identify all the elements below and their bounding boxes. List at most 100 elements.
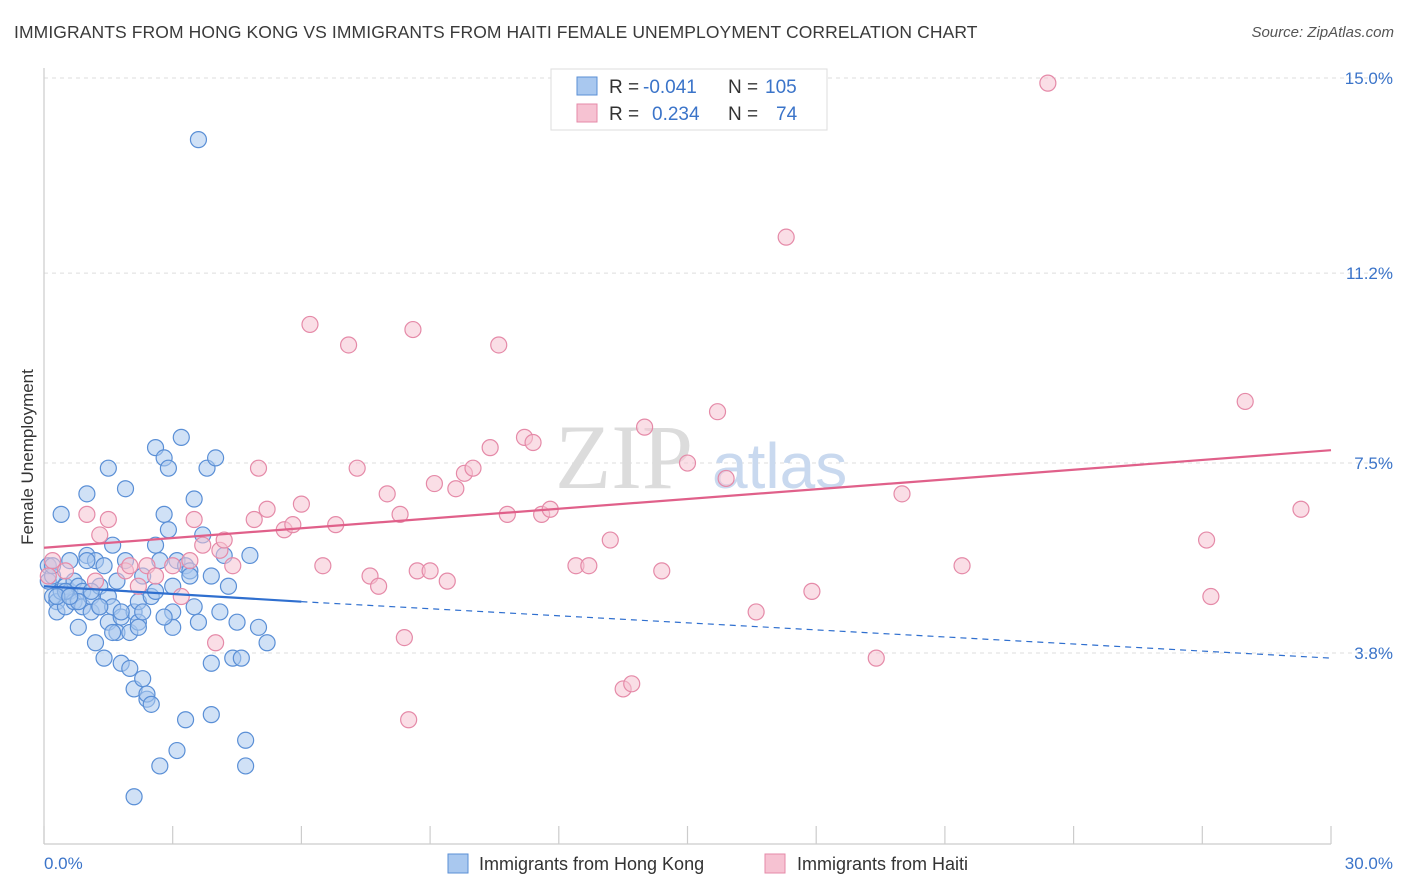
data-point-hong-kong (129, 618, 147, 636)
legend-n-label-2: N = (728, 104, 758, 125)
data-point-hong-kong (159, 521, 178, 539)
data-point-haiti (164, 557, 182, 575)
x-axis-ticks (43, 826, 1332, 844)
data-point-haiti (635, 418, 654, 436)
watermark: ZIP atlas (555, 406, 847, 508)
data-point-haiti (490, 336, 508, 354)
data-point-haiti (185, 510, 203, 529)
legend-n-value-2: 74 (776, 104, 798, 125)
bottom-legend-swatch-hong-kong (447, 853, 469, 874)
data-point-hong-kong (237, 757, 255, 775)
data-point-hong-kong (116, 480, 135, 498)
data-point-haiti (1202, 587, 1220, 606)
data-point-haiti (56, 562, 75, 580)
grid-lines (44, 77, 1391, 654)
data-point-haiti (777, 228, 795, 246)
y-tick-label: 11.2% (1346, 264, 1393, 283)
data-point-hong-kong (202, 567, 220, 585)
data-point-hong-kong (219, 577, 238, 595)
data-point-haiti (378, 485, 396, 503)
data-point-hong-kong (78, 551, 96, 570)
data-point-haiti (314, 557, 332, 575)
data-point-hong-kong (211, 603, 229, 621)
watermark-atlas: atlas (712, 430, 847, 502)
data-point-hong-kong (104, 536, 122, 554)
data-point-haiti (893, 485, 911, 503)
data-point-hong-kong (155, 505, 173, 523)
data-point-hong-kong (181, 567, 199, 585)
data-point-haiti (425, 474, 443, 493)
data-point-haiti (953, 557, 971, 575)
legend-swatch-haiti (576, 103, 598, 123)
data-point-haiti (207, 634, 225, 652)
data-point-hong-kong (86, 634, 105, 652)
data-point-hong-kong (232, 649, 250, 667)
chart-title: IMMIGRANTS FROM HONG KONG VS IMMIGRANTS … (14, 22, 978, 42)
data-point-hong-kong (207, 449, 225, 467)
data-point-hong-kong (168, 741, 186, 760)
y-tick-label: 7.5% (1354, 454, 1393, 473)
data-point-hong-kong (146, 582, 165, 600)
data-point-haiti (129, 577, 147, 595)
data-point-haiti (803, 582, 821, 600)
data-point-hong-kong (237, 731, 255, 749)
series-hong-kong-points (39, 131, 276, 806)
watermark-zip: ZIP (555, 406, 693, 508)
data-point-haiti (194, 536, 212, 554)
data-point-hong-kong (202, 706, 220, 724)
legend-r-label-1: R = (609, 77, 639, 98)
data-point-hong-kong (202, 654, 220, 672)
data-point-hong-kong (134, 603, 152, 621)
data-point-haiti (395, 628, 413, 647)
data-point-haiti (39, 567, 57, 585)
data-point-haiti (1292, 500, 1310, 518)
data-point-haiti (1236, 392, 1254, 411)
chart-source: Source: ZipAtlas.com (1251, 24, 1394, 41)
data-point-haiti (348, 459, 366, 477)
x-tick-label-max: 30.0% (1345, 854, 1393, 873)
data-point-haiti (717, 469, 735, 488)
data-point-hong-kong (189, 131, 208, 149)
data-point-hong-kong (155, 608, 173, 626)
data-point-haiti (400, 711, 418, 729)
data-point-haiti (172, 587, 190, 606)
data-point-haiti (121, 557, 139, 575)
trend-line-hong-kong (43, 585, 302, 603)
data-point-haiti (245, 510, 263, 529)
y-tick-label: 3.8% (1354, 644, 1393, 663)
data-point-haiti (580, 557, 598, 575)
data-point-haiti (215, 531, 233, 549)
data-point-hong-kong (189, 613, 208, 631)
data-point-hong-kong (61, 587, 79, 606)
data-point-haiti (292, 495, 310, 513)
data-point-hong-kong (151, 757, 169, 775)
data-point-hong-kong (241, 546, 259, 565)
data-point-hong-kong (258, 634, 276, 652)
data-point-haiti (91, 526, 109, 544)
x-tick-label-min: 0.0% (44, 854, 83, 873)
data-point-hong-kong (134, 670, 152, 688)
data-point-hong-kong (95, 557, 113, 575)
legend-r-value-1: -0.041 (643, 77, 697, 98)
data-point-hong-kong (159, 459, 178, 477)
data-point-hong-kong (69, 618, 87, 636)
data-point-haiti (43, 551, 62, 570)
bottom-legend-swatch-haiti (764, 853, 786, 874)
data-point-hong-kong (104, 623, 122, 642)
data-point-haiti (653, 562, 671, 580)
data-point-haiti (1197, 531, 1216, 549)
data-point-haiti (339, 336, 358, 354)
data-point-hong-kong (99, 459, 117, 477)
data-point-haiti (481, 439, 499, 457)
legend-swatch-hong-kong (576, 76, 598, 96)
data-point-haiti (86, 572, 105, 590)
legend-box: R = -0.041 N = 105 R = 0.234 N = 74 (550, 68, 828, 131)
bottom-legend-label-hong-kong: Immigrants from Hong Kong (479, 854, 704, 874)
data-point-hong-kong (112, 603, 130, 621)
bottom-legend-label-haiti: Immigrants from Haiti (797, 854, 968, 874)
data-point-hong-kong (185, 598, 203, 616)
legend-r-label-2: R = (609, 104, 639, 125)
data-point-haiti (404, 320, 422, 339)
data-point-hong-kong (176, 711, 195, 729)
